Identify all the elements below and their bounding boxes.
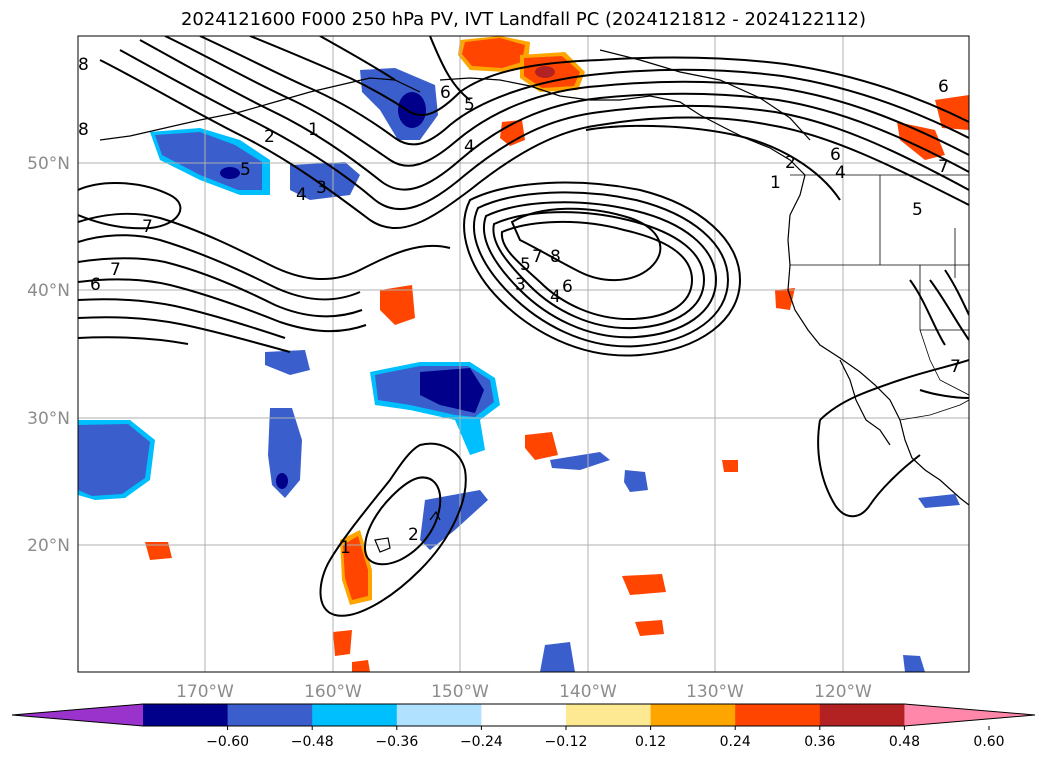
contour-label: 6 [440,83,451,103]
contour-labels: 8 8 1 2 5 4 3 7 7 6 6 5 4 5 3 4 8 7 6 6 … [78,55,961,558]
contour-label: 2 [785,153,796,173]
contour-label: 4 [550,287,561,307]
contour-label: 8 [550,247,561,267]
colorbar-segment [566,704,652,726]
lat-tick-label: 30°N [27,409,70,429]
contour-label: 3 [515,275,526,295]
lat-tick-label: 50°N [27,154,70,174]
colorbar-segment [481,704,567,726]
longitude-labels: 170°W 160°W 150°W 140°W 130°W 120°W [176,682,872,702]
contour-label: 4 [835,163,846,183]
contour-label: 4 [296,185,307,205]
colorbar-segment [312,704,398,726]
latitude-labels: 50°N 40°N 30°N 20°N [27,154,70,556]
colorbar-segment [650,704,736,726]
contour-label: 7 [142,217,153,237]
colorbar-segment [396,704,482,726]
contour-label: 7 [532,247,543,267]
contour-label: 8 [78,120,89,140]
colorbar-segment [819,704,905,726]
colorbar-tick-label: 0.60 [973,734,1004,750]
negative-pv-patches [78,68,960,672]
colorbar-tick-label: 0.12 [635,734,666,750]
contour-label: 7 [938,157,949,177]
lon-tick-label: 130°W [686,682,744,702]
contour-label: 6 [562,277,573,297]
lat-tick-label: 20°N [27,536,70,556]
contour-label: 3 [316,178,327,198]
colorbar-tick-label: 0.48 [889,734,920,750]
lon-tick-label: 160°W [304,682,362,702]
contour-label: 1 [770,173,781,193]
contour-label: 1 [340,538,351,558]
contour-label: 2 [408,525,419,545]
colorbar-tick-label: −0.12 [545,734,588,750]
pv-contours [78,36,969,617]
colorbar-segment [227,704,313,726]
lat-tick-label: 40°N [27,281,70,301]
contour-label: 7 [110,260,121,280]
coastlines [99,49,969,553]
contour-label: 5 [912,200,923,220]
colorbar-tick-label: 0.24 [720,734,751,750]
map-content: 8 8 1 2 5 4 3 7 7 6 6 5 4 5 3 4 8 7 6 6 … [78,36,969,672]
colorbar-tick-label: −0.48 [291,734,334,750]
colorbar-segment [735,704,821,726]
colorbar-tick-label: −0.24 [460,734,503,750]
contour-label: 2 [264,127,275,147]
colorbar-outline [11,703,1036,727]
colorbar: −0.60 −0.48 −0.36 −0.24 −0.12 0.12 0.24 0.36 0.4… [11,703,1036,750]
colorbar-tick-label: −0.36 [375,734,418,750]
contour-label: 7 [950,357,961,377]
map-title: 2024121600 F000 250 hPa PV, IVT Landfall… [180,9,867,30]
lon-tick-label: 150°W [431,682,489,702]
colorbar-tick-label: −0.60 [206,734,249,750]
contour-label: 6 [938,77,949,97]
lon-tick-label: 170°W [176,682,234,702]
contour-label: 5 [464,95,475,115]
contour-label: 5 [520,255,531,275]
contour-label: 4 [464,137,475,157]
contour-label: 6 [90,275,101,295]
map-frame [77,35,970,673]
lon-tick-label: 140°W [559,682,617,702]
contour-label: 1 [308,120,319,140]
contour-label: 6 [830,145,841,165]
gridlines [78,36,969,672]
lon-tick-label: 120°W [814,682,872,702]
colorbar-segment [143,704,229,726]
colorbar-tick-label: 0.36 [804,734,835,750]
positive-pv-patches [145,36,969,672]
colorbar-extension-low [12,704,143,726]
contour-label: 5 [240,160,251,180]
colorbar-extension-high [904,704,1035,726]
contour-label: 8 [78,55,89,75]
